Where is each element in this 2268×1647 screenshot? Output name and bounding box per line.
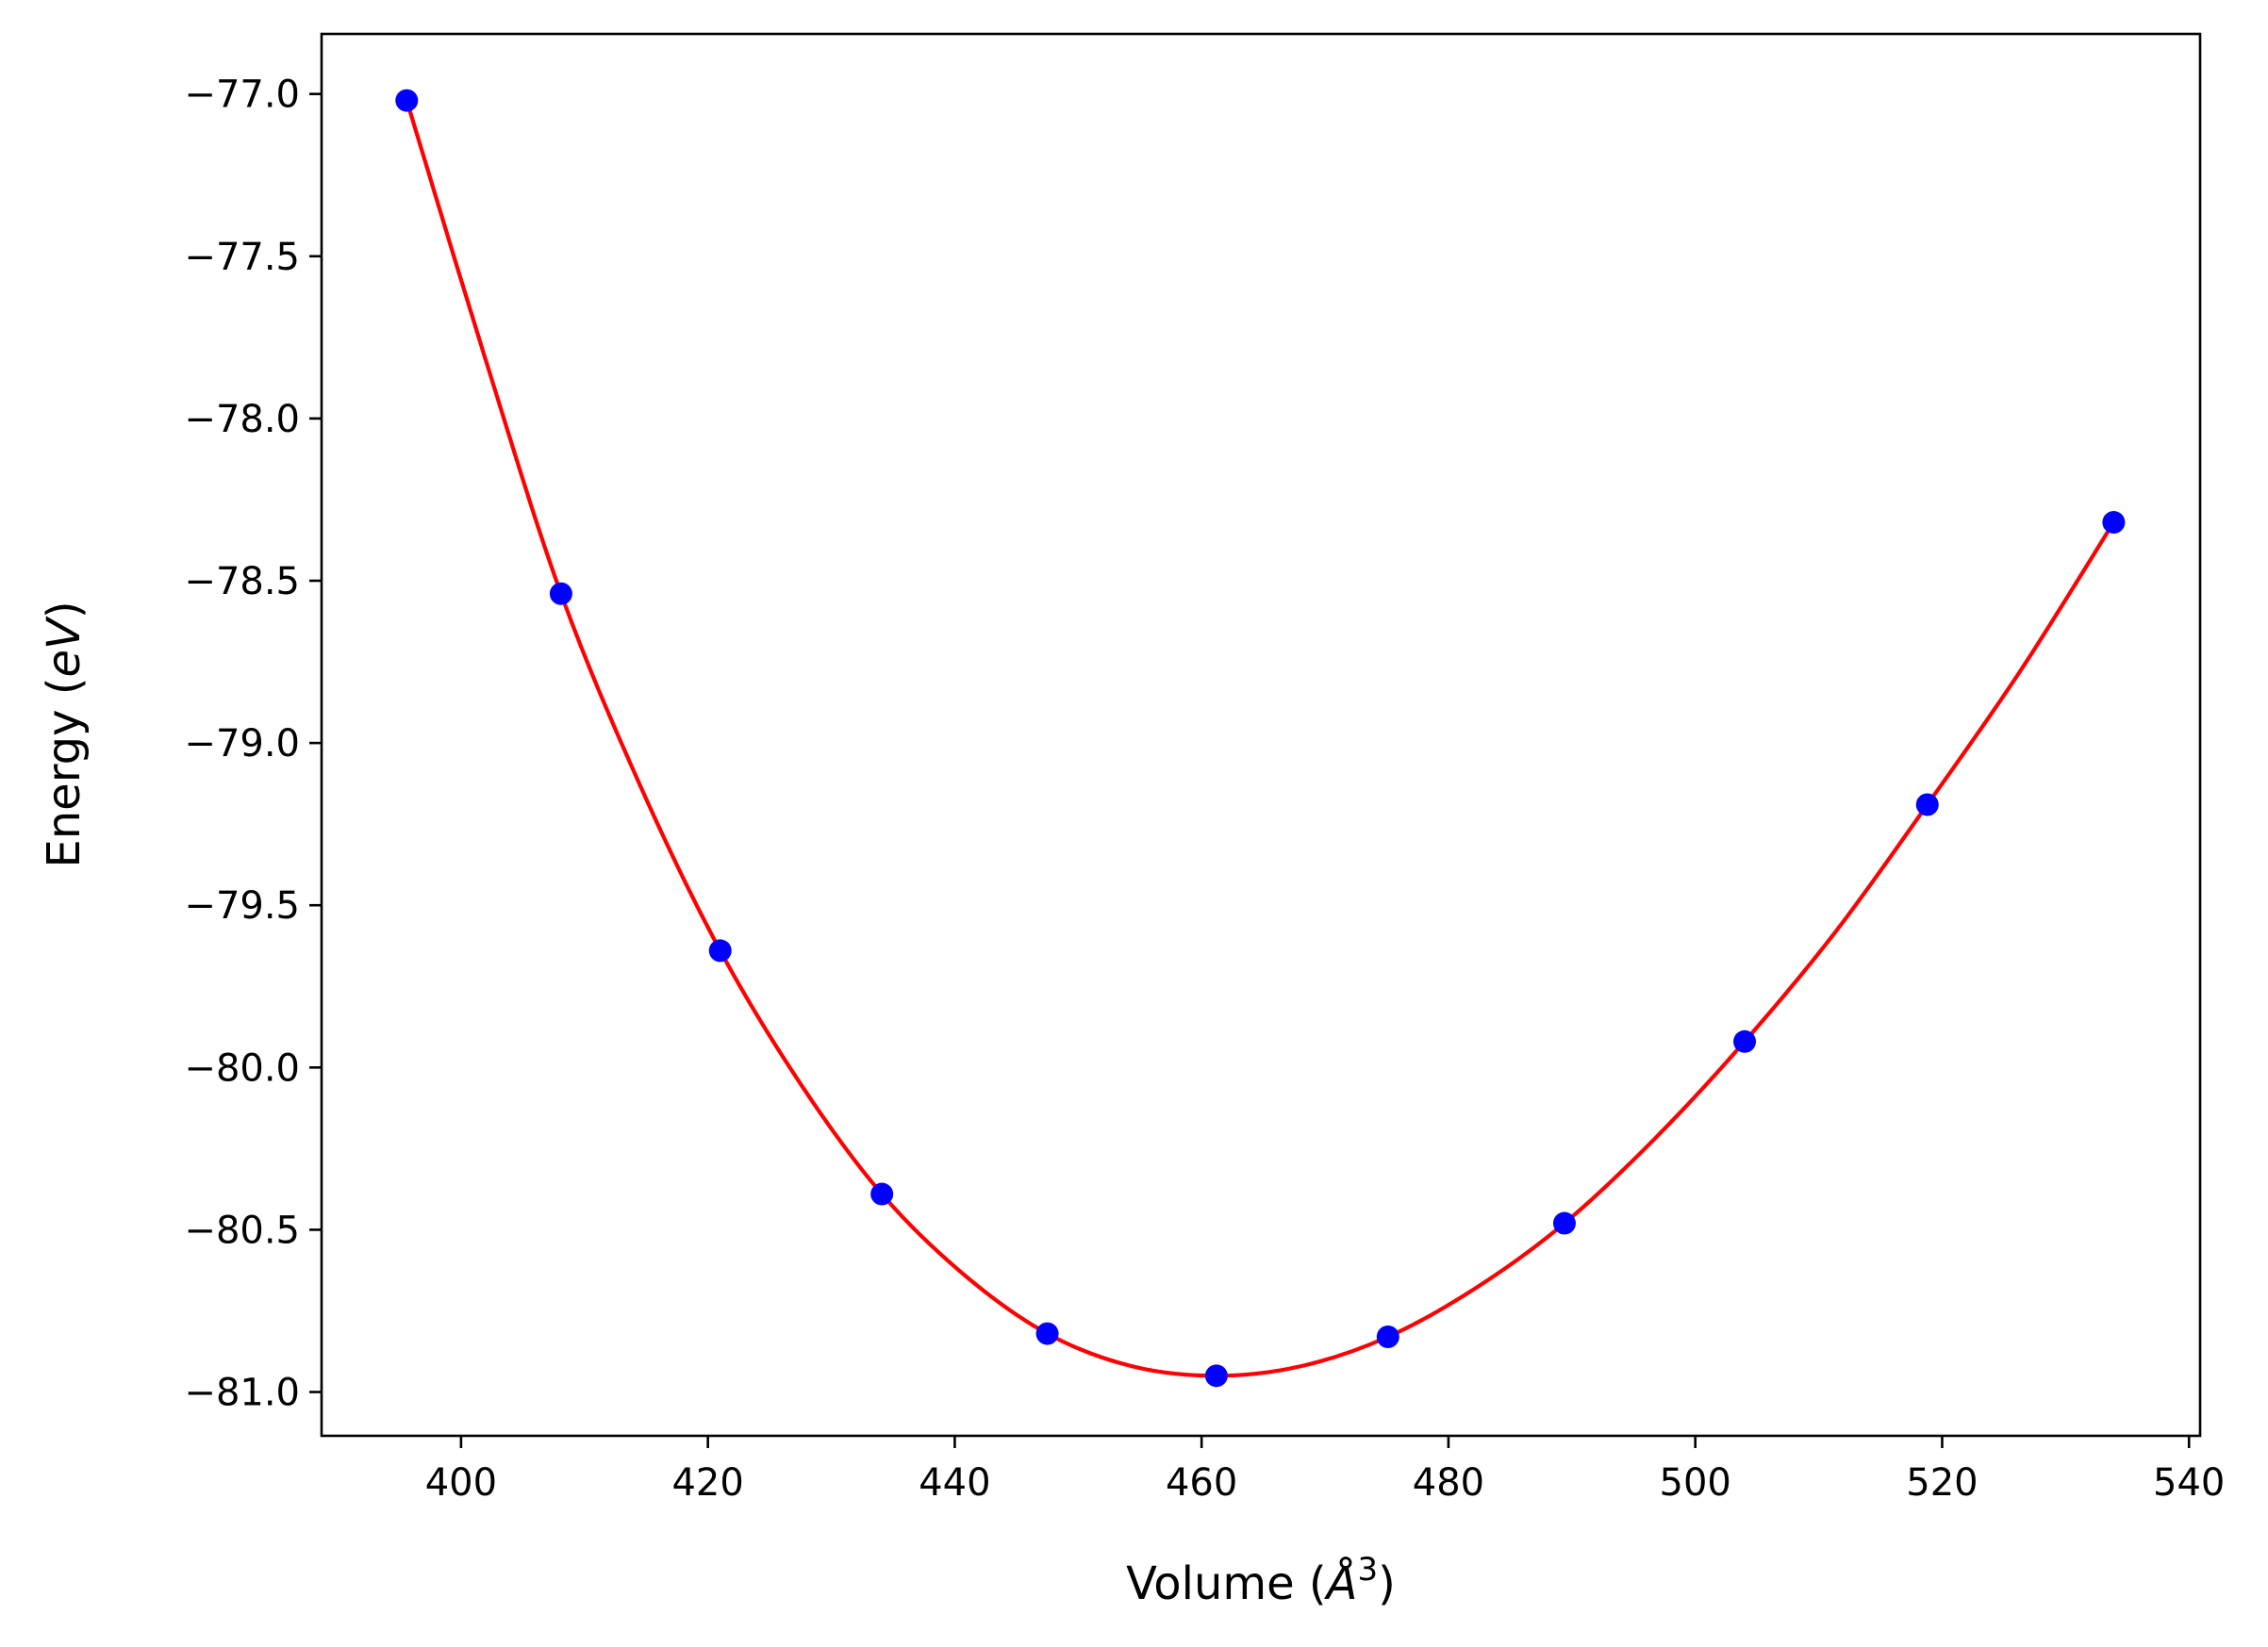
data-point: [395, 89, 419, 112]
x-axis-label: Volume (Å3): [1126, 1551, 1396, 1610]
y-tick-label: −80.0: [184, 1046, 300, 1090]
x-tick-label: 460: [1166, 1461, 1237, 1505]
x-tick-label: 400: [425, 1461, 497, 1505]
data-points-layer: [395, 89, 2126, 1388]
y-tick-label: −77.0: [184, 74, 300, 117]
x-tick-label: 420: [671, 1461, 743, 1505]
y-axis-label: Energy (eV): [38, 601, 91, 867]
data-point: [2102, 511, 2126, 535]
x-tick-label: 440: [919, 1461, 990, 1505]
data-point: [1035, 1322, 1059, 1345]
fit-curve-layer: [405, 99, 2116, 1378]
x-axis-ticks: 400 420 440 460 480 500 520 540: [425, 1436, 2225, 1505]
data-point: [1552, 1211, 1576, 1235]
x-tick-label: 520: [1906, 1461, 1978, 1505]
y-tick-label: −78.5: [184, 560, 300, 603]
y-tick-label: −80.5: [184, 1209, 300, 1252]
x-tick-label: 500: [1660, 1461, 1731, 1505]
x-axis-unit-power: 3: [1357, 1551, 1378, 1589]
x-tick-label: 480: [1413, 1461, 1484, 1505]
y-axis-ticks: −77.0 −77.5 −78.0 −78.5 −79.0 −79.5 −80.0 −80.5…: [184, 74, 322, 1415]
data-point: [708, 939, 732, 963]
y-tick-label: −79.5: [184, 884, 300, 928]
y-tick-label: −79.0: [184, 722, 300, 766]
y-axis-unit: eV: [38, 616, 91, 678]
data-point: [870, 1182, 894, 1206]
data-point: [1376, 1326, 1399, 1349]
y-tick-label: −78.0: [184, 398, 300, 441]
plot-area-frame: [320, 32, 2202, 1438]
data-point: [549, 582, 572, 605]
x-tick-label: 540: [2153, 1461, 2225, 1505]
data-point: [1733, 1029, 1757, 1053]
x-axis-unit: Å: [1324, 1556, 1358, 1610]
y-tick-label: −81.0: [184, 1372, 300, 1415]
data-point: [1915, 793, 1939, 816]
fit-curve-line: [405, 99, 2116, 1378]
y-tick-label: −77.5: [184, 236, 300, 279]
data-point: [1204, 1364, 1228, 1388]
